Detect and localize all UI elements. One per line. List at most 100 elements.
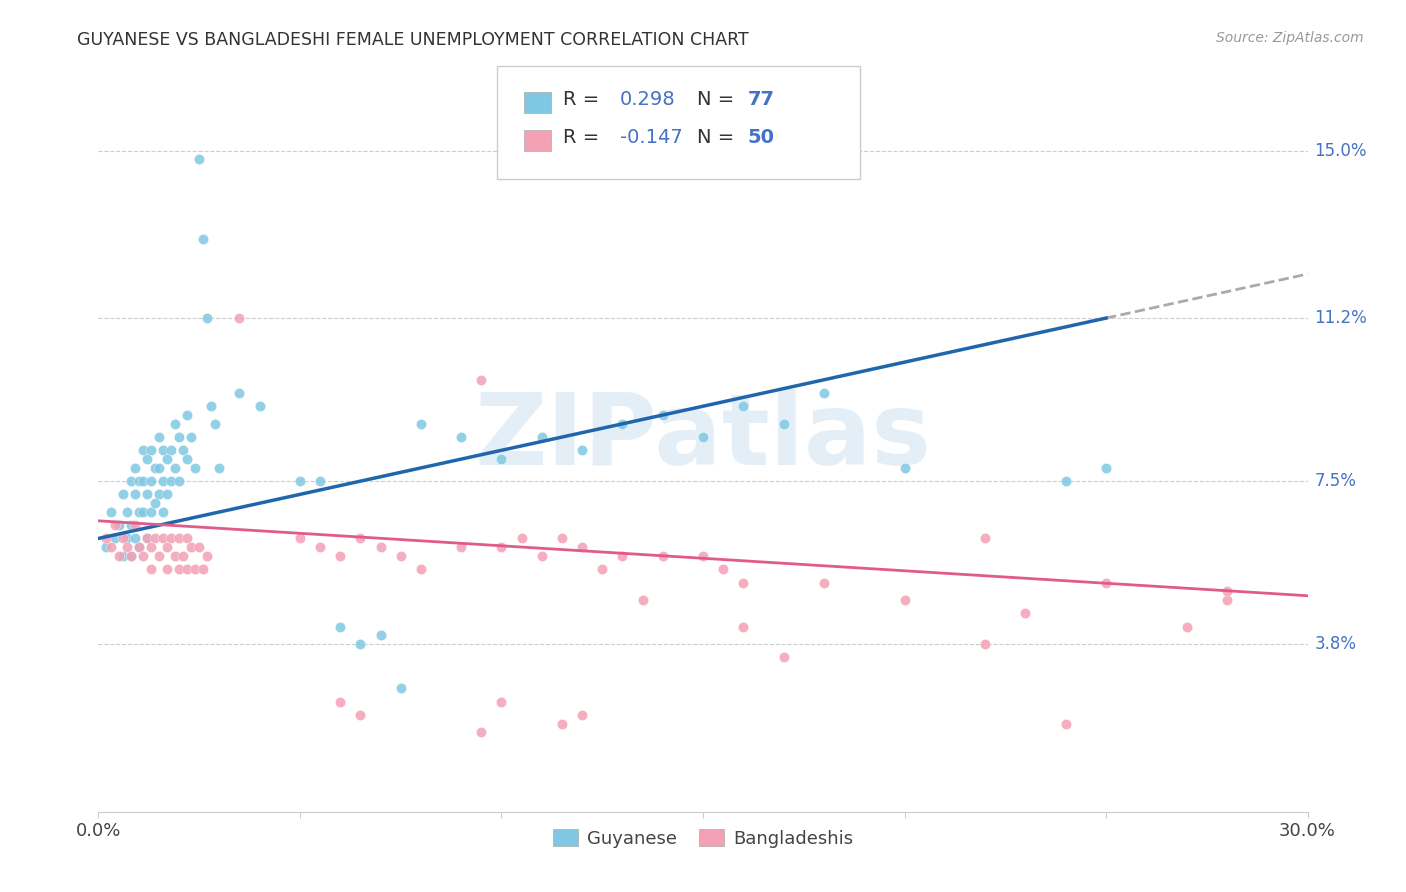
- Point: [120, 549, 142, 563]
- Point: [188, 153, 211, 167]
- Point: [651, 549, 673, 563]
- Point: [124, 461, 146, 475]
- Point: [176, 562, 198, 576]
- Point: [193, 562, 215, 576]
- Point: [176, 532, 198, 546]
- FancyBboxPatch shape: [498, 66, 860, 178]
- Point: [124, 487, 146, 501]
- FancyBboxPatch shape: [524, 130, 551, 151]
- Point: [409, 417, 432, 431]
- Point: [120, 549, 142, 563]
- Point: [176, 452, 198, 467]
- Point: [309, 541, 332, 555]
- Point: [139, 541, 162, 555]
- Point: [370, 541, 392, 555]
- Point: [103, 532, 125, 546]
- Point: [651, 408, 673, 422]
- Point: [128, 541, 150, 555]
- Point: [200, 399, 222, 413]
- Point: [349, 637, 371, 651]
- Point: [152, 505, 174, 519]
- Point: [470, 373, 492, 387]
- Point: [139, 443, 162, 458]
- Text: 11.2%: 11.2%: [1315, 309, 1367, 327]
- Text: R =: R =: [562, 90, 605, 110]
- Point: [1095, 461, 1118, 475]
- Point: [1095, 575, 1118, 590]
- Point: [115, 532, 138, 546]
- Text: Source: ZipAtlas.com: Source: ZipAtlas.com: [1216, 31, 1364, 45]
- Text: 0.298: 0.298: [620, 90, 675, 110]
- Point: [100, 505, 122, 519]
- Point: [510, 532, 533, 546]
- Point: [120, 474, 142, 488]
- Point: [370, 628, 392, 642]
- Point: [612, 417, 634, 431]
- Point: [692, 430, 714, 444]
- Point: [135, 532, 157, 546]
- Point: [184, 461, 207, 475]
- Point: [111, 549, 134, 563]
- Point: [103, 518, 125, 533]
- Point: [1014, 607, 1036, 621]
- Point: [160, 443, 183, 458]
- Point: [139, 562, 162, 576]
- Text: 77: 77: [748, 90, 775, 110]
- Point: [176, 408, 198, 422]
- Point: [132, 505, 155, 519]
- Legend: Guyanese, Bangladeshis: Guyanese, Bangladeshis: [546, 822, 860, 855]
- Point: [152, 532, 174, 546]
- Point: [571, 443, 593, 458]
- Point: [1175, 619, 1198, 633]
- Point: [733, 575, 755, 590]
- Point: [772, 417, 794, 431]
- Point: [160, 474, 183, 488]
- Point: [156, 562, 179, 576]
- Point: [139, 505, 162, 519]
- Point: [329, 694, 352, 708]
- Point: [470, 725, 492, 739]
- Point: [167, 474, 190, 488]
- Point: [172, 443, 194, 458]
- Text: 50: 50: [748, 128, 775, 147]
- Point: [132, 474, 155, 488]
- Point: [132, 549, 155, 563]
- Text: -0.147: -0.147: [620, 128, 682, 147]
- Point: [530, 549, 553, 563]
- Point: [491, 452, 513, 467]
- Point: [530, 430, 553, 444]
- Point: [228, 386, 250, 401]
- Point: [152, 443, 174, 458]
- Point: [631, 593, 654, 607]
- Point: [156, 541, 179, 555]
- Point: [96, 541, 118, 555]
- Point: [389, 549, 412, 563]
- Point: [329, 619, 352, 633]
- Point: [163, 417, 186, 431]
- Point: [156, 452, 179, 467]
- Point: [571, 541, 593, 555]
- Point: [409, 562, 432, 576]
- Text: 15.0%: 15.0%: [1315, 142, 1367, 160]
- Point: [692, 549, 714, 563]
- Point: [349, 532, 371, 546]
- FancyBboxPatch shape: [524, 93, 551, 113]
- Point: [180, 430, 202, 444]
- Point: [329, 549, 352, 563]
- Point: [107, 518, 129, 533]
- Point: [309, 474, 332, 488]
- Point: [163, 549, 186, 563]
- Point: [128, 474, 150, 488]
- Text: N =: N =: [697, 90, 741, 110]
- Point: [167, 562, 190, 576]
- Point: [135, 487, 157, 501]
- Point: [491, 694, 513, 708]
- Point: [135, 532, 157, 546]
- Point: [813, 386, 835, 401]
- Point: [143, 496, 166, 510]
- Text: ZIPatlas: ZIPatlas: [475, 389, 931, 485]
- Point: [491, 541, 513, 555]
- Point: [195, 549, 218, 563]
- Point: [115, 541, 138, 555]
- Point: [143, 461, 166, 475]
